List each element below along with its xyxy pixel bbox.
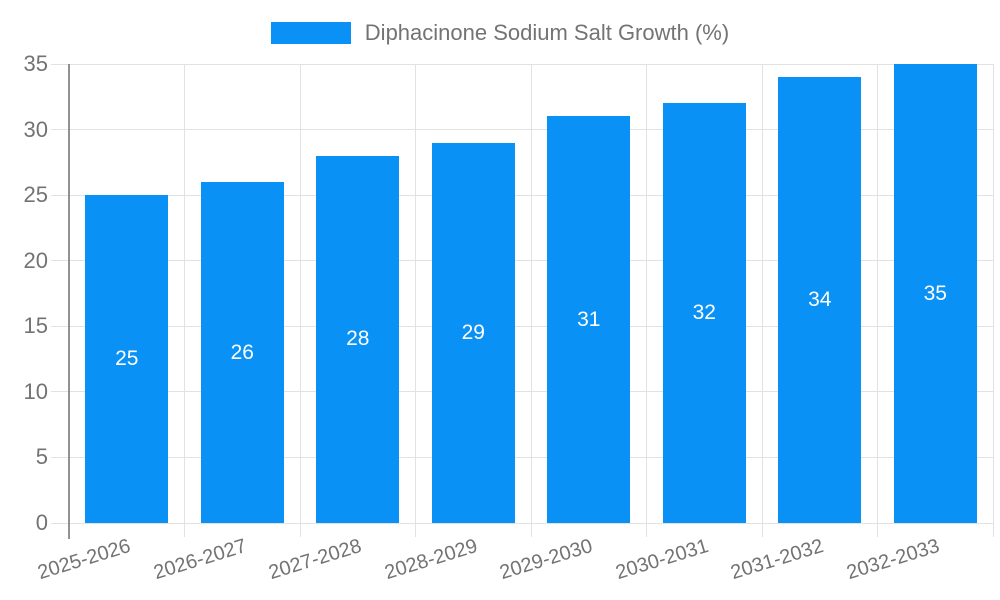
bar-value-label: 25 xyxy=(115,347,139,371)
y-axis-tick xyxy=(51,260,69,262)
bar-value-label: 26 xyxy=(230,340,254,364)
x-tick-label: 2031-2032 xyxy=(728,535,827,585)
v-gridline xyxy=(646,64,647,537)
y-axis-line xyxy=(68,64,70,539)
y-tick-label: 35 xyxy=(23,51,48,76)
v-gridline xyxy=(415,64,416,537)
y-tick-label: 15 xyxy=(23,313,48,339)
y-axis-tick xyxy=(51,63,69,65)
bar[interactable]: 32 xyxy=(662,103,746,523)
bar[interactable]: 35 xyxy=(893,64,977,523)
y-axis-tick xyxy=(51,194,69,196)
bar[interactable]: 31 xyxy=(547,116,631,523)
bar-value-label: 34 xyxy=(808,288,832,312)
x-tick-label: 2027-2028 xyxy=(266,535,365,585)
bar[interactable]: 25 xyxy=(85,195,169,523)
y-tick-label: 25 xyxy=(23,182,48,208)
bar-value-label: 32 xyxy=(692,301,716,325)
legend-swatch xyxy=(270,22,351,44)
bar-value-label: 28 xyxy=(346,327,370,351)
bar-value-label: 31 xyxy=(577,307,601,331)
bar[interactable]: 29 xyxy=(431,142,515,523)
x-tick-label: 2026-2027 xyxy=(150,535,249,585)
x-tick-label: 2032-2033 xyxy=(843,535,942,585)
y-axis-tick xyxy=(51,129,69,131)
v-gridline xyxy=(992,64,994,537)
legend-label: Diphacinone Sodium Salt Growth (%) xyxy=(364,20,730,45)
y-tick-label: 20 xyxy=(23,247,48,273)
x-tick-label: 2030-2031 xyxy=(612,535,711,585)
y-axis-tick xyxy=(51,522,69,524)
x-tick-label: 2028-2029 xyxy=(381,535,480,585)
bar[interactable]: 28 xyxy=(316,155,400,523)
y-axis-tick xyxy=(51,391,69,393)
y-tick-label: 0 xyxy=(35,510,48,535)
x-tick-label: 2025-2026 xyxy=(35,535,134,585)
legend[interactable]: Diphacinone Sodium Salt Growth (%) xyxy=(0,20,1000,46)
x-tick-label: 2029-2030 xyxy=(497,535,596,585)
bar[interactable]: 34 xyxy=(778,77,862,523)
bar-value-label: 29 xyxy=(461,320,485,344)
v-gridline xyxy=(761,64,763,537)
y-tick-label: 10 xyxy=(23,378,48,404)
bar[interactable]: 26 xyxy=(200,182,284,523)
v-gridline xyxy=(877,64,878,537)
v-gridline xyxy=(299,64,301,537)
v-gridline xyxy=(184,64,185,537)
y-axis-tick xyxy=(51,325,69,327)
y-axis-tick xyxy=(51,456,69,458)
y-tick-label: 5 xyxy=(35,444,48,470)
v-gridline xyxy=(530,64,532,537)
bar-value-label: 35 xyxy=(923,281,947,305)
y-tick-label: 30 xyxy=(23,116,48,142)
